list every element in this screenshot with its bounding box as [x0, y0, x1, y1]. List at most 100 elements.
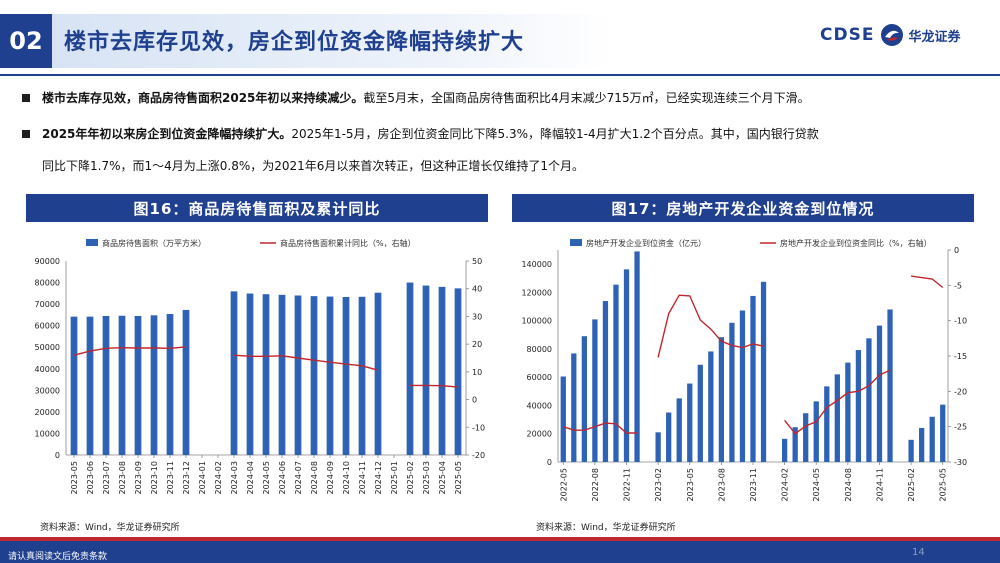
x-tick-label: 2024-11: [358, 461, 367, 494]
disclaimer-text: 请认真阅读文后免责条款: [8, 552, 108, 562]
y-right-tick-label: -10: [954, 317, 967, 326]
y-left-tick-label: 70000: [35, 300, 60, 309]
x-tick-label: 2022-05: [559, 468, 568, 501]
bar: [623, 269, 630, 462]
y-left-tick-label: 60000: [527, 373, 552, 382]
bullet-item: 2025年年初以来房企到位资金降幅持续扩大。2025年1-5月，房企到位资金同比…: [20, 122, 985, 146]
x-tick-label: 2022-11: [623, 468, 632, 501]
footer-accent-line: [0, 537, 1000, 541]
x-tick-label: 2023-12: [182, 461, 191, 494]
bar: [454, 288, 462, 455]
x-tick-label: 2024-09: [326, 461, 335, 494]
bar: [406, 282, 414, 455]
x-tick-label: 2024-01: [198, 461, 207, 494]
chart-title-right: 图17：房地产开发企业资金到位情况: [512, 194, 974, 222]
bar: [374, 292, 382, 455]
page-title: 楼市去库存见效，房企到位资金降幅持续扩大: [64, 30, 525, 55]
page-number: 14: [912, 547, 925, 558]
bar: [86, 316, 94, 455]
bar: [150, 315, 158, 455]
bar: [834, 374, 840, 462]
y-left-tick-label: 100000: [521, 317, 552, 326]
source-note-left: 资料来源：Wind，华龙证券研究所: [40, 523, 180, 533]
bar: [310, 296, 318, 455]
y-right-tick-label: 0: [472, 396, 477, 405]
y-left-tick-label: 80000: [35, 279, 60, 288]
bar: [294, 295, 302, 455]
y-right-tick-label: -25: [954, 423, 967, 432]
bar: [929, 416, 935, 462]
y-left-tick-label: 20000: [35, 408, 60, 417]
bar: [760, 281, 767, 462]
bar: [887, 309, 893, 462]
bar: [230, 291, 238, 455]
bullet-text: 截至5月末，全国商品房待售面积比4月末减少715万㎡，已经实现连续三个月下滑。: [363, 91, 810, 105]
legend-label-bars: 房地产开发企业到位资金（亿元）: [586, 238, 706, 248]
x-tick-label: 2025-02: [907, 468, 916, 501]
logo-chinese-name: 华龙证券: [908, 29, 961, 45]
section-number: 02: [0, 14, 52, 68]
logo-text: CDSE: [820, 25, 875, 45]
bar: [824, 386, 830, 462]
bar: [70, 316, 78, 455]
bullet-square-icon: [22, 94, 30, 102]
bar: [866, 338, 872, 462]
bar: [687, 383, 693, 462]
y-left-tick-label: 90000: [35, 257, 60, 266]
x-tick-label: 2023-09: [134, 461, 143, 494]
y-right-tick-label: -20: [954, 387, 967, 396]
legend-label-line: 房地产开发企业到位资金同比（%，右轴）: [780, 238, 932, 248]
x-tick-label: 2025-05: [454, 461, 463, 494]
x-tick-label: 2024-05: [812, 468, 821, 501]
y-right-tick-label: 10: [472, 368, 482, 377]
x-tick-label: 2025-01: [390, 461, 399, 494]
bar: [571, 353, 577, 462]
bar: [908, 439, 914, 462]
bar: [118, 315, 126, 455]
bar: [262, 294, 270, 455]
bar: [718, 337, 725, 462]
x-tick-label: 2023-08: [717, 468, 726, 501]
bullet-headline: 楼市去库存见效，商品房待售面积2025年初以来持续减少。: [42, 91, 364, 105]
title-bar: [52, 14, 612, 68]
bar: [602, 301, 609, 462]
bullet-headline: 2025年年初以来房企到位资金降幅持续扩大。: [42, 127, 292, 141]
bar: [876, 325, 883, 462]
bar: [438, 286, 446, 455]
legend-label-bars: 商品房待售面积（万平方米）: [102, 238, 206, 248]
x-tick-label: 2025-03: [422, 461, 431, 494]
y-left-tick-label: 10000: [35, 429, 60, 438]
bar: [792, 427, 798, 462]
x-tick-label: 2023-08: [118, 461, 127, 494]
source-note-right: 资料来源：Wind，华龙证券研究所: [536, 523, 676, 533]
y-right-tick-label: 20: [472, 340, 482, 349]
bar: [166, 314, 174, 455]
bar: [613, 284, 619, 462]
bar: [246, 293, 254, 455]
x-tick-label: 2024-02: [781, 468, 790, 501]
bar: [342, 296, 350, 455]
x-tick-label: 2023-07: [102, 461, 111, 494]
legend-label-line: 商品房待售面积累计同比（%，右轴）: [280, 238, 416, 248]
developer-funds-chart: 房地产开发企业到位资金（亿元） 房地产开发企业到位资金同比（%，右轴） 0 20000…: [521, 238, 967, 501]
x-tick-label: 2023-05: [686, 468, 695, 501]
header-divider: [0, 74, 1000, 76]
bar: [855, 350, 862, 462]
x-tick-label: 2025-05: [939, 468, 948, 501]
bar: [560, 376, 566, 462]
y-left-tick-label: 60000: [35, 322, 60, 331]
x-tick-label: 2023-02: [654, 468, 663, 501]
y-left-tick-label: 30000: [35, 386, 60, 395]
bar: [739, 310, 746, 462]
bar: [845, 362, 851, 462]
x-tick-label: 2023-11: [749, 468, 758, 501]
y-right-tick-label: -5: [954, 281, 962, 290]
y-right-tick-label: 50: [472, 257, 482, 266]
bar: [634, 251, 640, 462]
x-tick-label: 2024-05: [262, 461, 271, 494]
x-tick-label: 2023-10: [150, 461, 159, 494]
x-tick-label: 2023-11: [166, 461, 175, 494]
bar: [326, 296, 334, 455]
x-tick-label: 2025-04: [438, 461, 447, 494]
y-right-tick-label: -15: [954, 352, 967, 361]
